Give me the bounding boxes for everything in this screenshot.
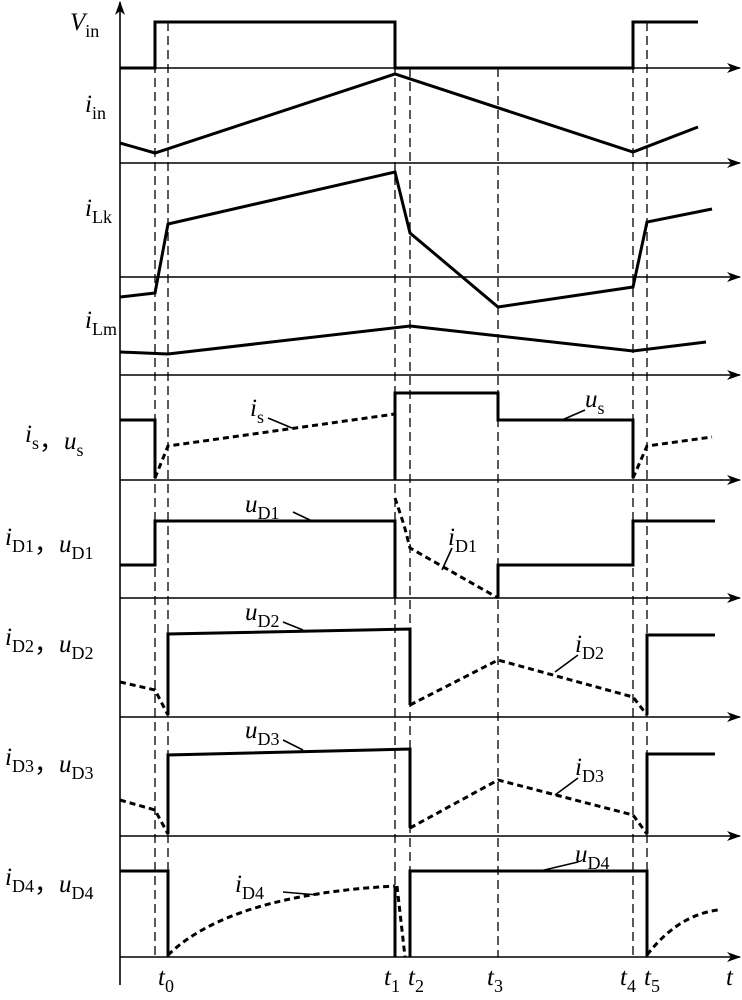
label-sub: D1: [455, 536, 477, 556]
row-label: iLm: [85, 307, 117, 339]
label-base: i: [250, 395, 257, 422]
leader-lines: [267, 409, 586, 896]
label-base: u: [245, 717, 258, 744]
row-label: iD4，uD4: [5, 864, 93, 903]
label-base: i: [575, 631, 582, 658]
label-base: t: [408, 964, 416, 991]
time-markers: [154, 22, 648, 957]
label-sub: D4: [71, 883, 93, 903]
label-base: ，: [39, 428, 64, 455]
label-sub: D4: [588, 853, 610, 873]
annotation: iD1: [448, 524, 477, 556]
annotation: us: [585, 386, 605, 418]
label-sub: D3: [258, 729, 280, 749]
annotation: uD4: [575, 841, 610, 873]
label-base: ，: [34, 531, 59, 558]
axes: [115, 1, 741, 985]
label-base: i: [85, 195, 92, 222]
label-sub: D3: [71, 763, 93, 783]
row-label: iD1，uD1: [5, 524, 93, 563]
label-base: i: [575, 754, 582, 781]
label-base: t: [487, 964, 495, 991]
label-base: t: [620, 964, 628, 991]
label-base: u: [59, 531, 72, 558]
label-base: i: [5, 624, 12, 651]
label-sub: s: [76, 440, 83, 460]
label-base: ，: [34, 871, 59, 898]
label-base: i: [5, 744, 12, 771]
annotation: iD2: [575, 631, 604, 663]
time-label: t2: [408, 964, 424, 996]
label-sub: 2: [415, 976, 424, 996]
row-label: iD3，uD3: [5, 744, 93, 783]
annotation: is: [250, 395, 264, 427]
label-base: t: [726, 964, 734, 991]
label-sub: D2: [12, 636, 34, 656]
time-label: t: [726, 964, 734, 991]
label-sub: D2: [582, 643, 604, 663]
time-label: t4: [620, 964, 636, 996]
label-base: t: [158, 964, 166, 991]
label-base: ，: [34, 751, 59, 778]
label-sub: Lk: [92, 207, 112, 227]
label-base: u: [59, 631, 72, 658]
time-label: t0: [158, 964, 174, 996]
annotation: iD3: [575, 754, 604, 786]
label-base: u: [575, 841, 588, 868]
label-sub: D1: [71, 543, 93, 563]
label-sub: 5: [651, 976, 660, 996]
label-base: i: [85, 91, 92, 118]
label-base: i: [5, 864, 12, 891]
time-label: t5: [644, 964, 660, 996]
annotation: uD1: [245, 491, 280, 523]
row-label: iLk: [85, 195, 112, 227]
label-sub: s: [598, 398, 605, 418]
label-sub: D4: [242, 883, 264, 903]
label-sub: D1: [12, 536, 34, 556]
time-label: t3: [487, 964, 503, 996]
label-base: i: [5, 524, 12, 551]
label-sub: D2: [71, 643, 93, 663]
label-base: t: [644, 964, 652, 991]
annotation: uD3: [245, 717, 280, 749]
label-sub: s: [32, 433, 39, 453]
label-base: i: [85, 307, 92, 334]
label-base: u: [245, 599, 258, 626]
label-base: u: [64, 428, 77, 455]
label-sub: s: [257, 407, 264, 427]
label-sub: in: [92, 103, 106, 123]
label-sub: 3: [494, 976, 503, 996]
label-sub: 4: [627, 976, 636, 996]
waveforms: [119, 20, 719, 958]
label-sub: D3: [12, 756, 34, 776]
label-base: V: [70, 9, 88, 36]
label-base: u: [59, 871, 72, 898]
label-base: i: [448, 524, 455, 551]
label-base: u: [585, 386, 598, 413]
label-sub: 0: [165, 976, 174, 996]
label-base: u: [59, 751, 72, 778]
row-label: iin: [85, 91, 106, 123]
label-sub: Lm: [92, 319, 117, 339]
label-base: t: [384, 964, 392, 991]
row-label: iD2，uD2: [5, 624, 93, 663]
label-base: i: [25, 421, 32, 448]
label-base: ，: [34, 631, 59, 658]
label-sub: 1: [391, 976, 400, 996]
label-base: u: [245, 491, 258, 518]
time-label: t1: [384, 964, 400, 996]
label-sub: D3: [582, 766, 604, 786]
annotation: uD2: [245, 599, 280, 631]
label-sub: D1: [258, 503, 280, 523]
label-sub: in: [85, 21, 99, 41]
row-label: Vin: [70, 9, 99, 41]
annotation: iD4: [235, 871, 264, 903]
row-label: is，us: [25, 421, 84, 460]
label-sub: D4: [12, 876, 34, 896]
label-sub: D2: [258, 611, 280, 631]
label-base: i: [235, 871, 242, 898]
